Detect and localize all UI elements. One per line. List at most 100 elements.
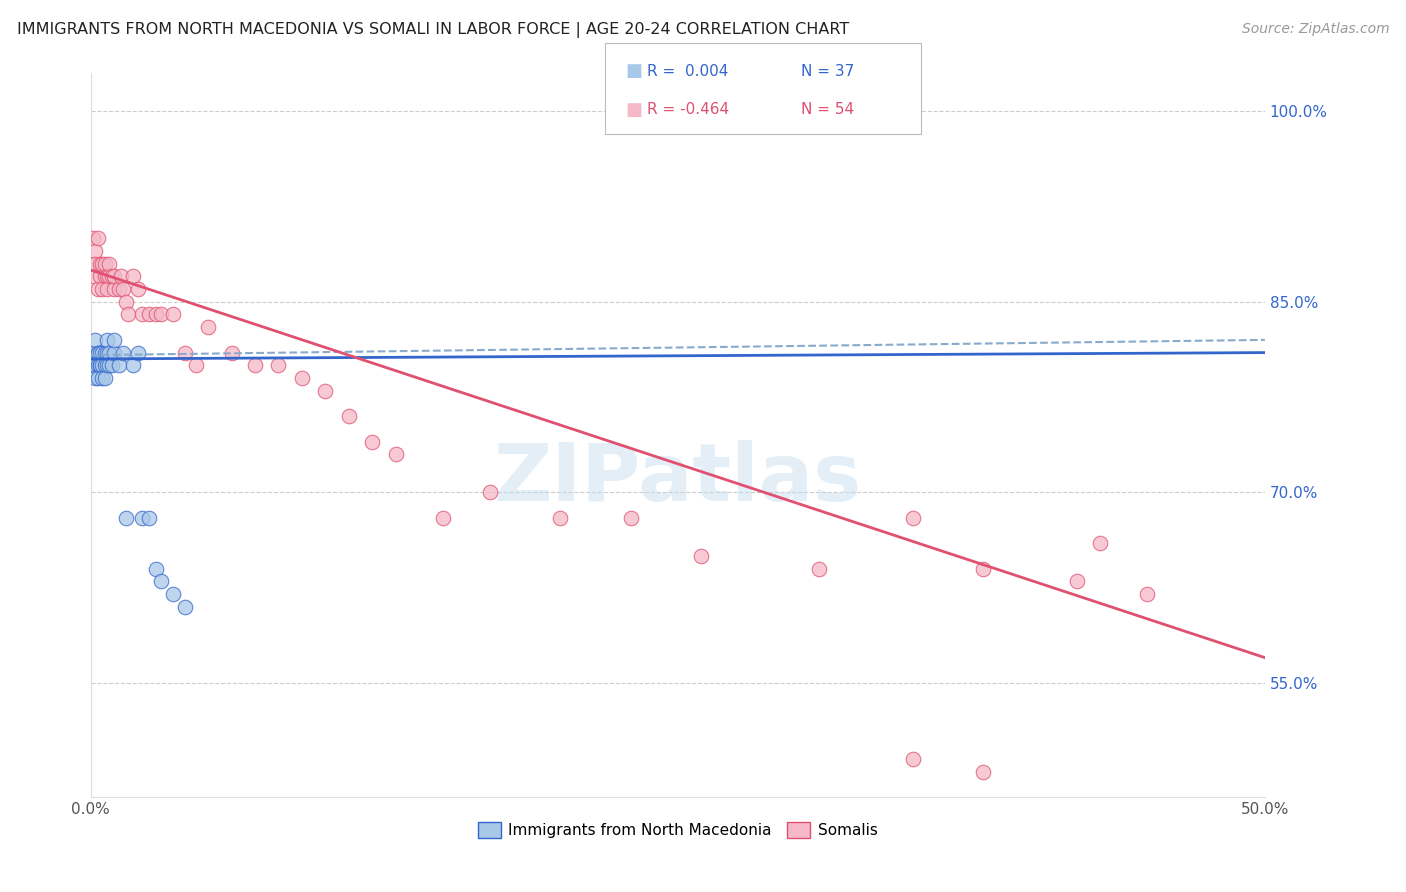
Point: [93, 371, 115, 385]
Text: N = 54: N = 54: [801, 103, 855, 117]
Point: [100, 359, 122, 373]
Point: [107, 359, 129, 373]
Point: [122, 359, 145, 373]
Point: [103, 269, 125, 284]
Point: [82, 359, 104, 373]
Point: [96, 345, 118, 359]
Point: [138, 511, 160, 525]
Point: [127, 345, 149, 359]
Point: [89, 257, 111, 271]
Point: [91, 371, 114, 385]
Point: [901, 511, 924, 525]
Point: [173, 599, 195, 614]
Point: [98, 345, 121, 359]
Point: [96, 269, 118, 284]
Point: [150, 574, 173, 589]
Point: [93, 345, 115, 359]
Point: [91, 345, 114, 359]
Text: R =  0.004: R = 0.004: [647, 64, 728, 78]
Point: [620, 511, 643, 525]
Point: [145, 562, 167, 576]
Point: [186, 359, 208, 373]
Point: [112, 345, 135, 359]
Point: [98, 257, 121, 271]
Point: [314, 384, 336, 398]
Point: [385, 447, 408, 461]
Point: [117, 308, 139, 322]
Point: [86, 231, 108, 245]
Legend: Immigrants from North Macedonia, Somalis: Immigrants from North Macedonia, Somalis: [472, 816, 884, 844]
Text: ■: ■: [626, 101, 643, 119]
Point: [162, 587, 184, 601]
Text: N = 37: N = 37: [801, 64, 855, 78]
Point: [1066, 574, 1088, 589]
Point: [103, 345, 125, 359]
Point: [103, 333, 125, 347]
Point: [107, 282, 129, 296]
Point: [122, 269, 145, 284]
Point: [93, 257, 115, 271]
Point: [221, 345, 243, 359]
Point: [115, 511, 138, 525]
Point: [807, 562, 830, 576]
Point: [91, 257, 114, 271]
Point: [84, 371, 107, 385]
Point: [103, 282, 125, 296]
Point: [86, 345, 108, 359]
Point: [82, 231, 104, 245]
Point: [91, 359, 114, 373]
Point: [86, 359, 108, 373]
Point: [84, 244, 107, 258]
Point: [690, 549, 713, 563]
Point: [243, 359, 266, 373]
Point: [100, 269, 122, 284]
Point: [197, 320, 219, 334]
Point: [291, 371, 314, 385]
Point: [901, 752, 924, 766]
Point: [150, 308, 173, 322]
Point: [84, 359, 107, 373]
Point: [115, 294, 138, 309]
Text: ZIPatlas: ZIPatlas: [494, 440, 862, 517]
Point: [86, 345, 108, 359]
Point: [96, 359, 118, 373]
Point: [1090, 536, 1112, 550]
Point: [432, 511, 454, 525]
Point: [84, 257, 107, 271]
Point: [82, 345, 104, 359]
Text: IMMIGRANTS FROM NORTH MACEDONIA VS SOMALI IN LABOR FORCE | AGE 20-24 CORRELATION: IMMIGRANTS FROM NORTH MACEDONIA VS SOMAL…: [17, 22, 849, 38]
Point: [89, 359, 111, 373]
Point: [550, 511, 572, 525]
Point: [96, 333, 118, 347]
Point: [91, 282, 114, 296]
Point: [86, 282, 108, 296]
Text: R = -0.464: R = -0.464: [647, 103, 728, 117]
Point: [131, 511, 153, 525]
Point: [96, 282, 118, 296]
Point: [267, 359, 290, 373]
Point: [110, 269, 132, 284]
Point: [361, 434, 384, 449]
Point: [138, 308, 160, 322]
Point: [127, 282, 149, 296]
Point: [93, 269, 115, 284]
Point: [478, 485, 501, 500]
Point: [1136, 587, 1159, 601]
Point: [972, 765, 994, 780]
Text: Source: ZipAtlas.com: Source: ZipAtlas.com: [1241, 22, 1389, 37]
Point: [112, 282, 135, 296]
Point: [84, 333, 107, 347]
Point: [82, 269, 104, 284]
Point: [98, 269, 121, 284]
Point: [145, 308, 167, 322]
Point: [93, 359, 115, 373]
Point: [89, 269, 111, 284]
Point: [173, 345, 195, 359]
Point: [98, 359, 121, 373]
Point: [972, 562, 994, 576]
Point: [337, 409, 360, 424]
Point: [89, 359, 111, 373]
Point: [86, 371, 108, 385]
Point: [131, 308, 153, 322]
Point: [162, 308, 184, 322]
